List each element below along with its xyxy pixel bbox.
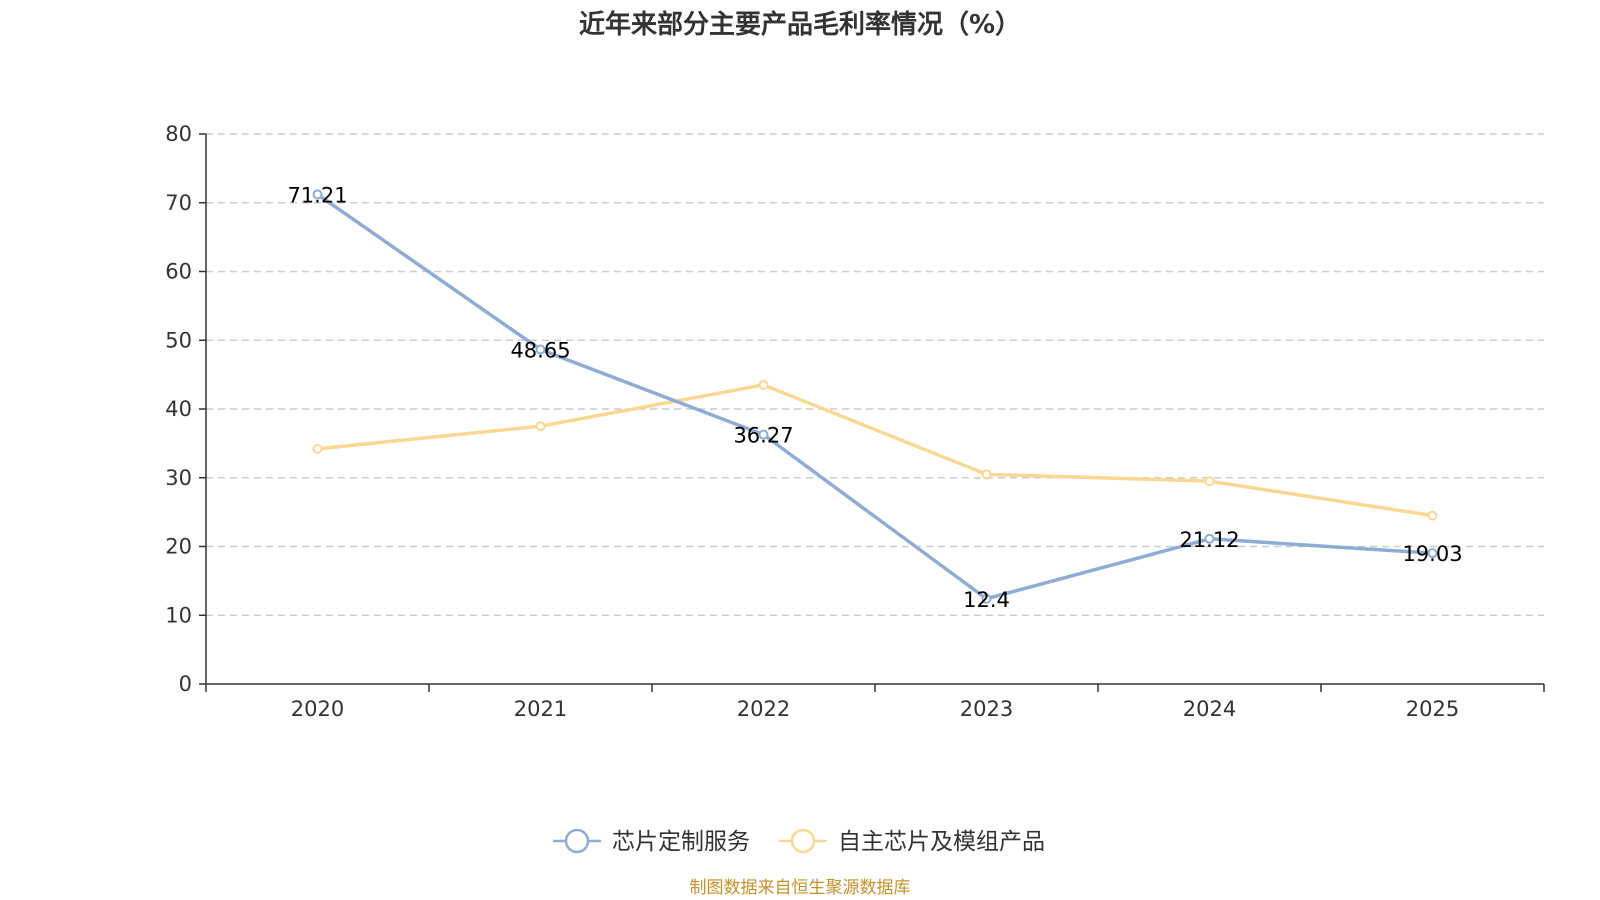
y-tick-label: 50 <box>165 328 192 352</box>
axes: 0 10 20 30 40 50 60 70 80 2020 2021 2022 2023 2024 202… <box>165 122 1545 721</box>
legend[interactable]: 芯片定制服务 自主芯片及模组产品 <box>553 828 1045 855</box>
legend-label: 自主芯片及模组产品 <box>838 829 1045 855</box>
data-label: 21.12 <box>1179 528 1239 552</box>
data-label: 48.65 <box>510 339 570 363</box>
x-tick-label: 2020 <box>291 697 344 721</box>
source-note: 制图数据来自恒生聚源数据库 <box>690 878 911 898</box>
y-tick-label: 20 <box>165 535 192 559</box>
series-line-1 <box>317 383 1433 518</box>
series-1-point[interactable] <box>981 469 992 480</box>
legend-item-0[interactable]: 芯片定制服务 <box>553 828 750 855</box>
series-1-point[interactable] <box>312 443 323 454</box>
x-tick-label: 2021 <box>514 697 567 721</box>
y-tick-label: 0 <box>179 672 192 696</box>
series-0-point[interactable] <box>312 189 323 200</box>
data-label: 71.21 <box>287 183 347 207</box>
legend-item-1[interactable]: 自主芯片及模组产品 <box>779 828 1045 855</box>
series-0-point[interactable] <box>758 429 769 440</box>
legend-label: 芯片定制服务 <box>612 829 750 855</box>
data-label: 36.27 <box>733 424 793 448</box>
y-tick-label: 60 <box>165 260 192 284</box>
x-tick-label: 2022 <box>737 697 790 721</box>
y-tick-label: 10 <box>165 603 192 627</box>
series-line-0 <box>316 192 1433 601</box>
series <box>312 189 1438 604</box>
grid-lines <box>206 133 1544 616</box>
y-tick-label: 30 <box>165 466 192 490</box>
x-tick-label: 2025 <box>1406 697 1459 721</box>
chart-title: 近年来部分主要产品毛利率情况（%） <box>579 9 1021 40</box>
data-labels: 71.21 48.65 36.27 12.4 21.12 19.03 <box>287 183 1462 611</box>
y-tick-label: 70 <box>165 191 192 215</box>
series-1-point[interactable] <box>535 421 546 432</box>
x-tick-label: 2023 <box>960 697 1013 721</box>
y-tick-label: 80 <box>165 122 192 146</box>
series-0-point[interactable] <box>981 593 992 604</box>
series-0-point[interactable] <box>1204 533 1215 544</box>
series-0-point[interactable] <box>1427 548 1438 559</box>
y-tick-label: 40 <box>165 397 192 421</box>
legend-marker-icon <box>790 828 816 854</box>
series-1-point[interactable] <box>1427 510 1438 521</box>
series-1-point[interactable] <box>1204 476 1215 487</box>
data-label: 12.4 <box>963 588 1010 612</box>
series-0-point[interactable] <box>535 344 546 355</box>
x-tick-label: 2024 <box>1183 697 1236 721</box>
series-1-point[interactable] <box>758 379 769 390</box>
data-label: 19.03 <box>1402 542 1462 566</box>
legend-marker-icon <box>564 828 590 854</box>
